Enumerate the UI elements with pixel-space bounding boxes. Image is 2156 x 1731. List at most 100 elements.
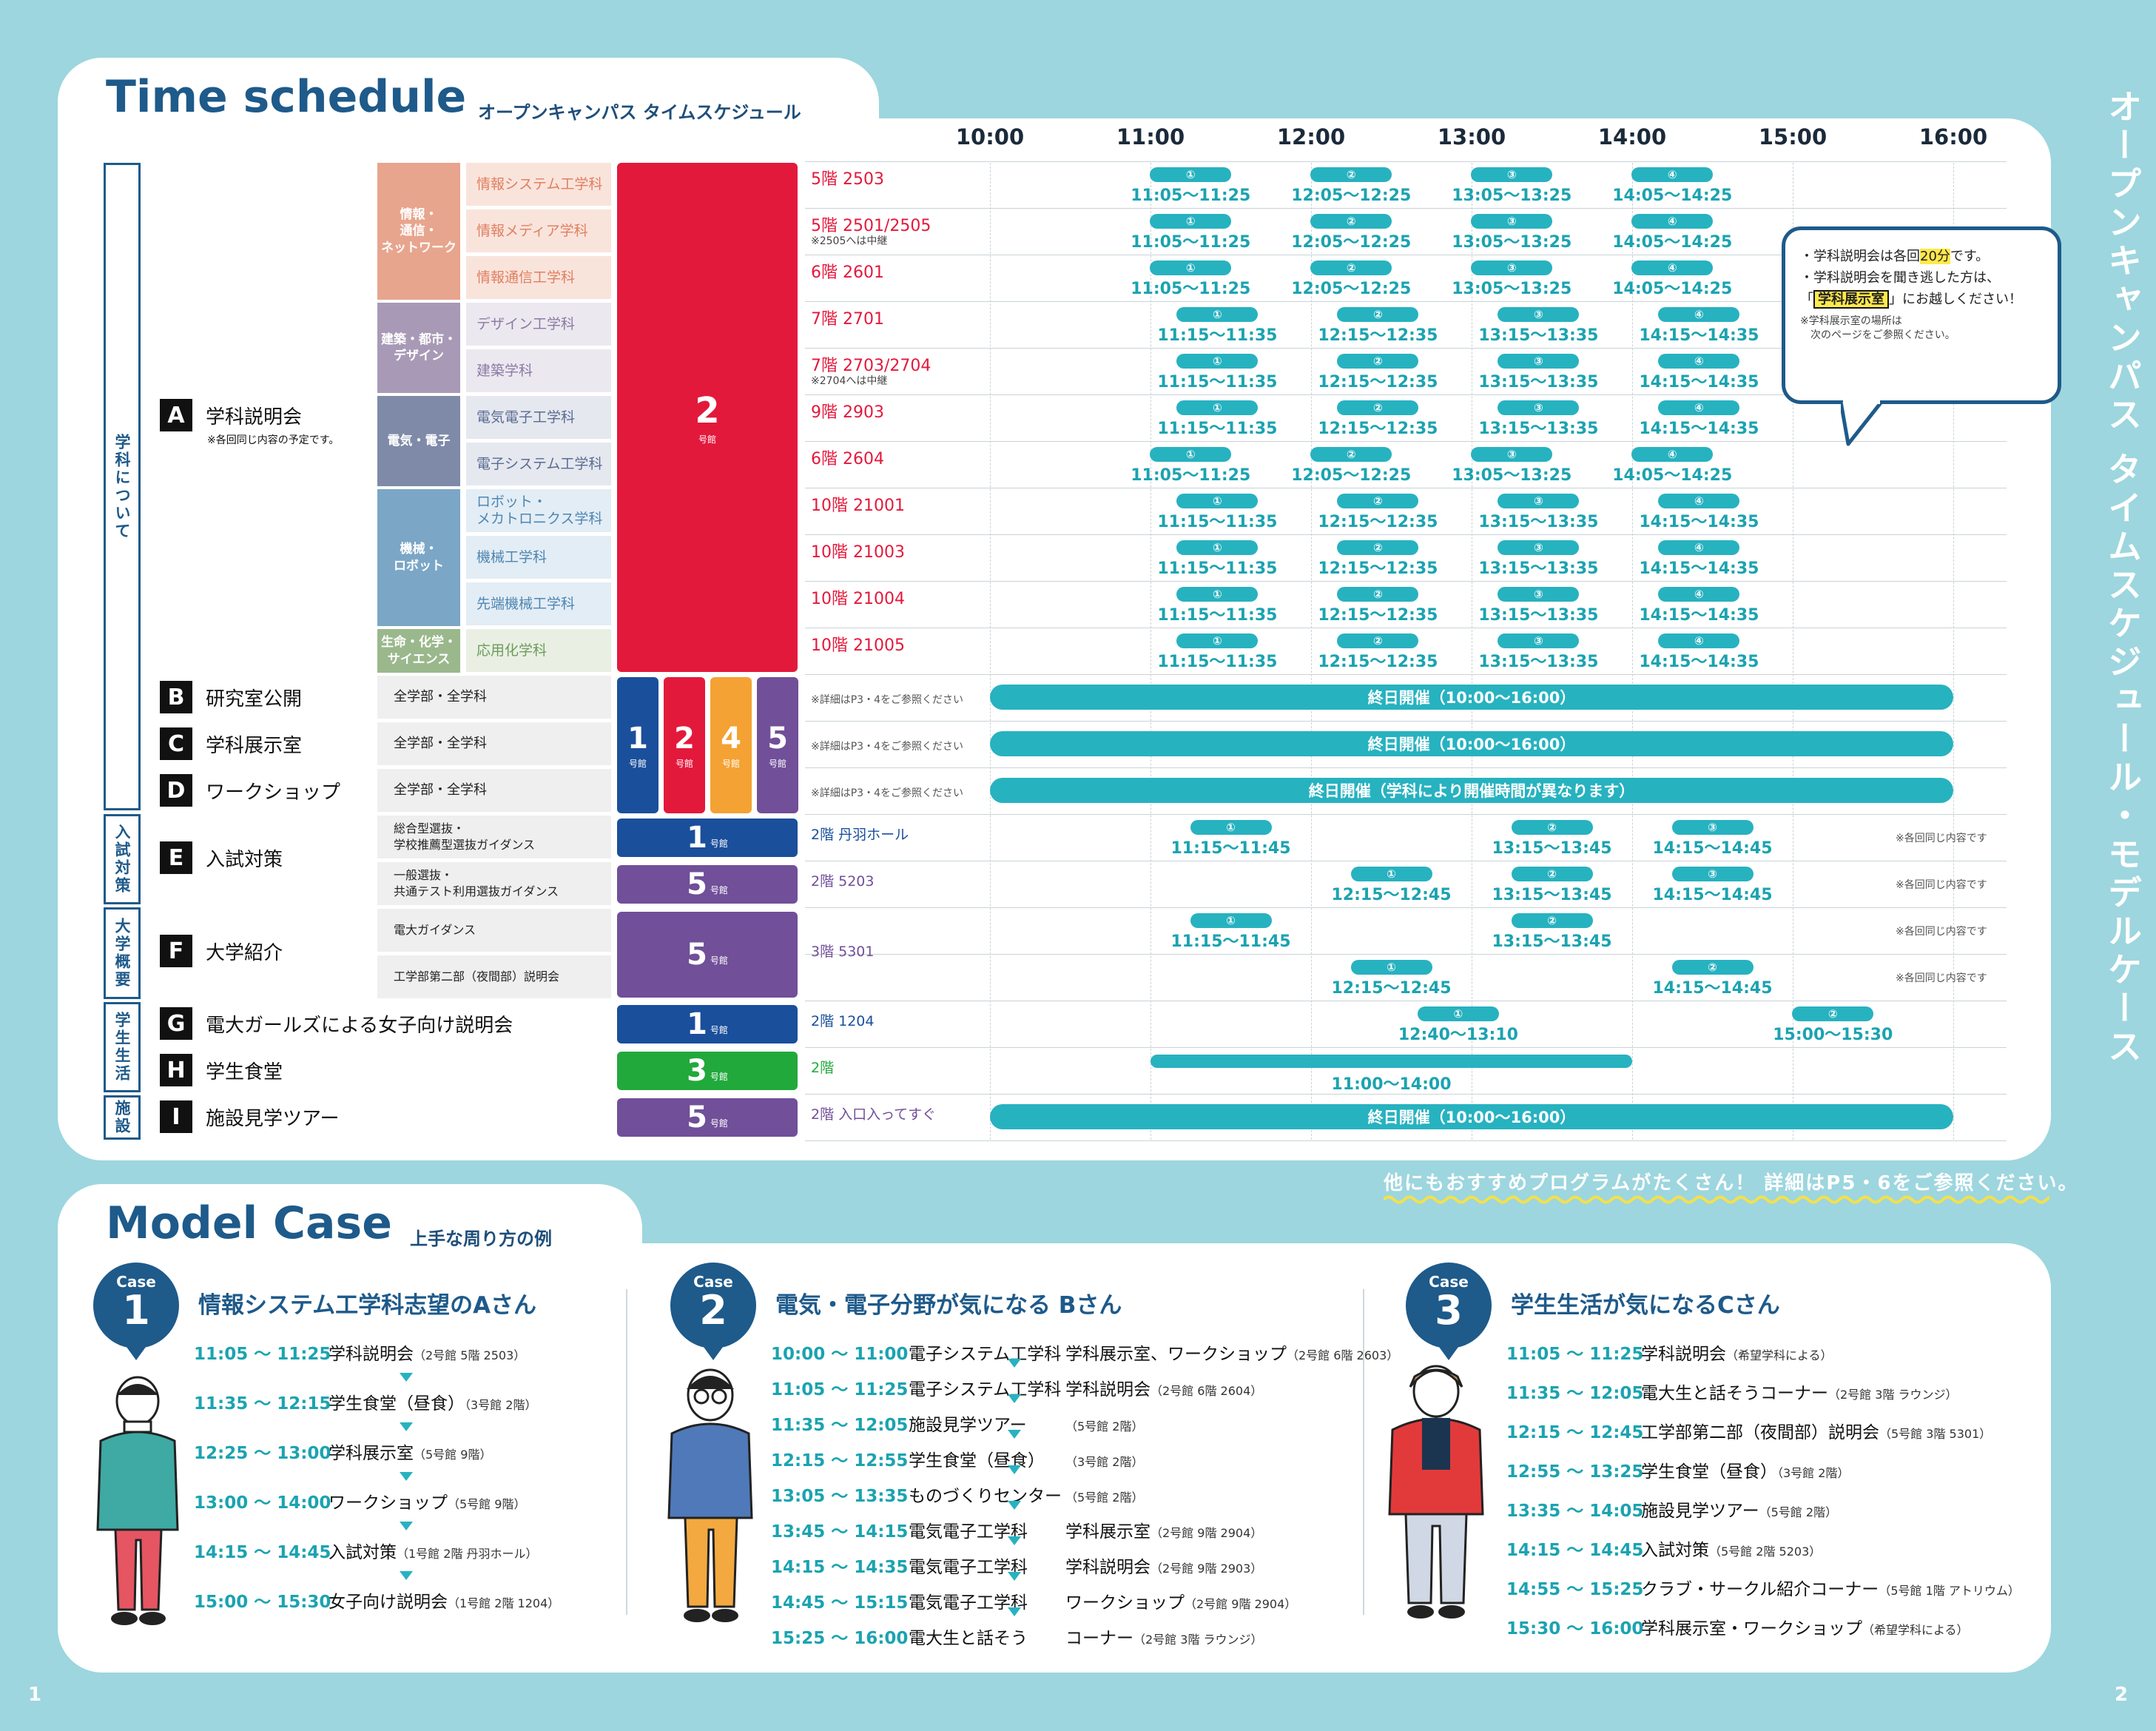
session-number: ② (1337, 354, 1419, 369)
session-time: 12:15〜12:45 (1331, 979, 1452, 998)
session-number: ④ (1658, 587, 1740, 602)
session-time: 12:15〜12:35 (1318, 606, 1438, 625)
session-time: 11:15〜11:35 (1157, 513, 1278, 531)
case-divider (626, 1289, 627, 1615)
hour-gridline (1632, 163, 1633, 1140)
building-5-block: 5 号館 (617, 912, 798, 998)
session-number: ④ (1658, 494, 1740, 508)
session-number: ② (1511, 820, 1593, 835)
room: 3階 5301 (811, 944, 875, 960)
section-b-label: B 研究室公開 (160, 676, 374, 719)
case-row: 14:15 〜 14:45入試対策（1号館 2階 丹羽ホール） (194, 1543, 538, 1562)
session-number: ② (1511, 867, 1593, 881)
model-case-card (58, 1243, 2051, 1673)
bubble-note: ※学科展示室の場所は 次のページをご参照ください。 (1800, 315, 1955, 342)
row-line (805, 1140, 2007, 1141)
building-5-block: 5 号館 (617, 865, 798, 904)
case-row: 15:00 〜 15:30女子向け説明会（1号館 2階 1204） (194, 1593, 560, 1612)
session-number: ① (1190, 913, 1272, 928)
session-time: 12:15〜12:35 (1318, 420, 1438, 438)
section-g-label: G 電大ガールズによる女子向け説明会 (160, 1002, 619, 1045)
department-name: 応用化学科 (466, 629, 611, 672)
session-number: ① (1190, 820, 1272, 835)
session-time: 11:15〜11:35 (1157, 373, 1278, 391)
session-number: ① (1176, 354, 1259, 369)
side-label-facility: 施設 (104, 1095, 141, 1140)
session-time: 11:15〜11:35 (1157, 420, 1278, 438)
session-time: 14:15〜14:35 (1639, 513, 1759, 531)
session-number: ③ (1471, 261, 1553, 275)
dining-time: 11:00〜14:00 (1331, 1075, 1452, 1094)
department-room: 10階 21001 (811, 497, 905, 515)
hour-header: 15:00 (1758, 124, 1827, 149)
session-time: 14:15〜14:45 (1652, 886, 1773, 904)
session-time: 14:15〜14:35 (1639, 420, 1759, 438)
bubble-text: です。 (1950, 249, 1990, 264)
session-number: ① (1176, 494, 1259, 508)
department-room: 10階 21003 (811, 543, 905, 562)
session-time: 13:05〜13:25 (1452, 186, 1572, 205)
case-row: 12:15 〜 12:55学生食堂（昼食） （3号館 2階） (771, 1451, 1144, 1470)
flow-arrow (400, 1422, 413, 1431)
row-line (805, 767, 2007, 768)
session-time: 11:15〜11:35 (1157, 653, 1278, 671)
bubble-tail (1841, 398, 1883, 446)
department-name: 情報メディア学科 (466, 209, 611, 252)
model-case-title: Model Case (106, 1197, 392, 1249)
case-row: 11:35 〜 12:15学生食堂（昼食）（3号館 2階） (194, 1394, 537, 1414)
hour-header: 10:00 (955, 124, 1025, 149)
flow-arrow (1008, 1536, 1021, 1545)
session-number: ④ (1658, 540, 1740, 555)
session-number: ① (1176, 540, 1259, 555)
session-number: ② (1792, 1006, 1874, 1021)
session-number: ③ (1498, 540, 1580, 555)
row-line (805, 441, 2007, 442)
detail-reference: ※詳細はP3・4をご参照ください (811, 787, 963, 799)
section-target: 総合型選抜・ 学校推薦型選抜ガイダンス (377, 816, 611, 858)
session-time: 11:15〜11:45 (1170, 932, 1291, 951)
case-badge: Case 2 (670, 1263, 756, 1348)
row-line (805, 721, 2007, 722)
department-room: 9階 2903 (811, 403, 884, 422)
dining-bar (1151, 1055, 1632, 1068)
session-number: ① (1176, 307, 1259, 322)
case-row: 15:30 〜 16:00学科展示室・ワークショップ（希望学科による） (1506, 1619, 1969, 1638)
bubble-highlight: 20分 (1920, 249, 1950, 264)
session-time: 11:05〜11:25 (1131, 186, 1251, 205)
session-number: ① (1150, 447, 1232, 462)
building-5-block: 5 号館 (617, 1098, 798, 1137)
session-time: 13:05〜13:25 (1452, 233, 1572, 252)
session-time: 13:15〜13:35 (1478, 420, 1599, 438)
section-h-label: H 学生食堂 (160, 1049, 374, 1092)
session-number: ④ (1631, 167, 1714, 182)
all-day-bar: 終日開催（10:00〜16:00） (990, 685, 1953, 710)
section-target: 電大ガイダンス (377, 909, 611, 952)
flow-arrow (1008, 1430, 1021, 1439)
case-row: 11:05 〜 11:25学科説明会（2号館 5階 2503） (194, 1345, 526, 1364)
building-1-block: 1 号館 (617, 819, 798, 857)
flow-arrow (1008, 1607, 1021, 1616)
session-number: ③ (1498, 633, 1580, 648)
session-time: 13:15〜13:35 (1478, 373, 1599, 391)
row-line (805, 674, 2007, 675)
side-label-exam: 入試対策 (104, 814, 141, 904)
session-time: 11:05〜11:25 (1131, 280, 1251, 298)
department-group: 情報・ 通信・ ネットワーク (377, 163, 460, 300)
wavy-underline (1384, 1195, 2049, 1204)
session-number: ③ (1471, 447, 1553, 462)
session-time: 11:15〜11:35 (1157, 606, 1278, 625)
case-row: 11:05 〜 11:25電子システム工学科 学科説明会（2号館 6階 2604） (771, 1380, 1263, 1399)
case-row: 15:25 〜 16:00電大生と話そう コーナー（2号館 3階 ラウンジ） (771, 1629, 1263, 1648)
department-group: 建築・都市・ デザイン (377, 303, 460, 393)
session-number: ② (1337, 587, 1419, 602)
session-time: 14:15〜14:35 (1639, 373, 1759, 391)
page-number-left: 1 (28, 1684, 42, 1706)
bubble-text: 」にお越しください！ (1889, 291, 2022, 307)
detail-reference: ※詳細はP3・4をご参照ください (811, 694, 963, 706)
hour-gridline (1953, 163, 1954, 1140)
session-time: 13:15〜13:45 (1492, 839, 1612, 858)
department-room: 7階 2701 (811, 310, 884, 329)
department-room: 10階 21005 (811, 636, 905, 655)
case-row: 13:45 〜 14:15電気電子工学科 学科展示室（2号館 9階 2904） (771, 1522, 1263, 1542)
hour-header: 13:00 (1437, 124, 1506, 149)
